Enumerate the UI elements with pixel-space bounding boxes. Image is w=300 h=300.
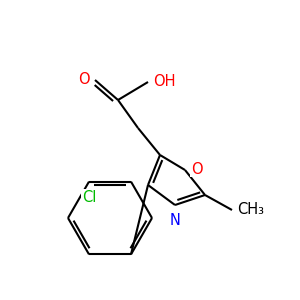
Text: O: O	[78, 73, 90, 88]
Text: N: N	[169, 213, 180, 228]
Text: OH: OH	[153, 74, 176, 88]
Text: O: O	[191, 161, 202, 176]
Text: Cl: Cl	[82, 190, 96, 205]
Text: CH₃: CH₃	[237, 202, 264, 217]
